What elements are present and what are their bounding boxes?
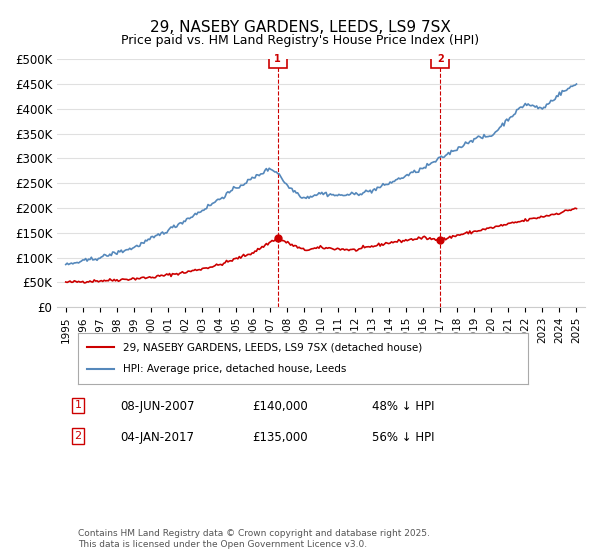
Text: 2: 2 — [74, 431, 82, 441]
Text: Price paid vs. HM Land Registry's House Price Index (HPI): Price paid vs. HM Land Registry's House … — [121, 34, 479, 46]
Text: 1: 1 — [274, 54, 281, 64]
Text: £140,000: £140,000 — [252, 400, 308, 413]
Text: 04-JAN-2017: 04-JAN-2017 — [120, 431, 194, 444]
Text: 48% ↓ HPI: 48% ↓ HPI — [372, 400, 434, 413]
Text: Contains HM Land Registry data © Crown copyright and database right 2025.
This d: Contains HM Land Registry data © Crown c… — [78, 529, 430, 549]
Text: 2: 2 — [437, 54, 444, 64]
Text: 56% ↓ HPI: 56% ↓ HPI — [372, 431, 434, 444]
Text: 1: 1 — [74, 400, 82, 410]
Text: 29, NASEBY GARDENS, LEEDS, LS9 7SX (detached house): 29, NASEBY GARDENS, LEEDS, LS9 7SX (deta… — [123, 342, 422, 352]
Text: £135,000: £135,000 — [252, 431, 308, 444]
Text: HPI: Average price, detached house, Leeds: HPI: Average price, detached house, Leed… — [123, 365, 346, 375]
Text: 29, NASEBY GARDENS, LEEDS, LS9 7SX: 29, NASEBY GARDENS, LEEDS, LS9 7SX — [149, 20, 451, 35]
Text: 08-JUN-2007: 08-JUN-2007 — [120, 400, 194, 413]
